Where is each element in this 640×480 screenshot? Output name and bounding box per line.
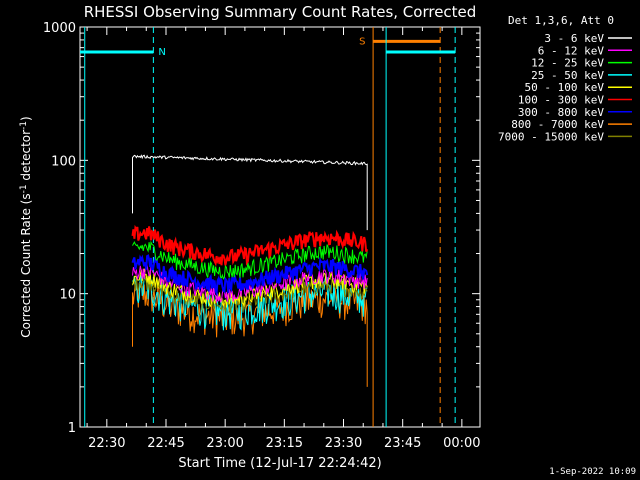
legend-label: 3 - 6 keV [544, 32, 604, 45]
y-tick-label: 100 [51, 154, 76, 169]
legend-label: 300 - 800 keV [518, 106, 604, 119]
legend-title: Det 1,3,6, Att 0 [508, 14, 614, 27]
x-tick-label: 22:30 [88, 436, 125, 451]
legend-label: 25 - 50 keV [531, 69, 604, 82]
y-tick-label: 10 [59, 288, 76, 303]
y-tick-label: 1000 [43, 21, 76, 36]
x-tick-label: 22:45 [147, 436, 184, 451]
series-line [132, 240, 368, 280]
series-line [132, 274, 368, 331]
saa-marker-label: S [359, 36, 365, 47]
series-line [131, 224, 369, 267]
series-line [131, 254, 369, 298]
chart-title: RHESSI Observing Summary Count Rates, Co… [84, 3, 477, 21]
legend-label: 800 - 7000 keV [511, 118, 604, 131]
y-axis: 1 10 100 1000 [43, 21, 480, 436]
y-axis-label-mid: detector [19, 130, 33, 185]
x-axis-label: Start Time (12-Jul-17 22:24:42) [178, 456, 381, 471]
y-axis-label-end: ) [19, 116, 33, 121]
y-axis-label-sup1: -1 [19, 184, 29, 193]
y-tick-label: 1 [68, 421, 76, 436]
legend-label: 12 - 25 keV [531, 57, 604, 70]
legend-label: 100 - 300 keV [518, 94, 604, 107]
series-line [132, 154, 368, 231]
plot-frame [79, 26, 481, 428]
x-tick-label: 23:00 [206, 436, 243, 451]
series-line [132, 262, 368, 303]
legend-label: 50 - 100 keV [525, 81, 605, 94]
legend-label: 6 - 12 keV [538, 44, 605, 57]
orbit-markers: NS [80, 27, 456, 427]
x-tick-label: 00:00 [443, 436, 480, 451]
timestamp: 1-Sep-2022 10:09 [549, 467, 636, 477]
x-tick-label: 23:30 [325, 436, 362, 451]
y-axis-label-main: Corrected Count Rate (s [19, 193, 33, 337]
series-line [132, 268, 368, 308]
x-axis: 22:30 22:45 23:00 23:15 23:30 23:45 00:00 [86, 27, 481, 451]
series-group [131, 154, 369, 387]
y-axis-label-sup2: -1 [19, 121, 29, 130]
legend-label: 7000 - 15000 keV [498, 130, 604, 143]
x-tick-label: 23:45 [384, 436, 421, 451]
x-tick-label: 23:15 [266, 436, 303, 451]
night-marker-label: N [158, 47, 165, 58]
y-axis-label: Corrected Count Rate (s-1 detector-1) [19, 116, 33, 337]
